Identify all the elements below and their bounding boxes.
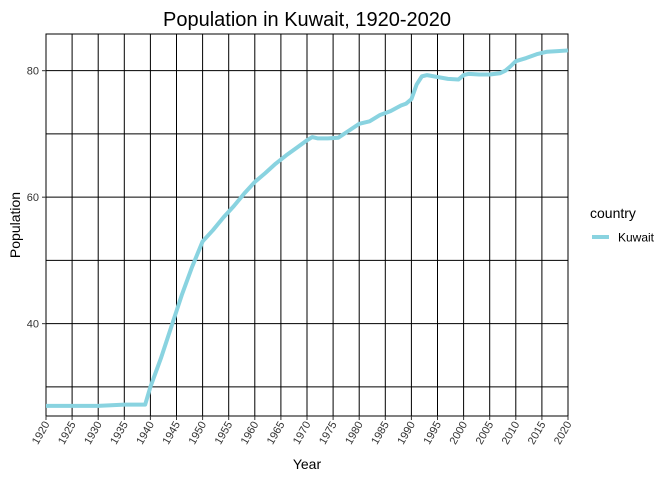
x-tick-label-1950: 1950 bbox=[187, 420, 210, 447]
x-tick-label-1955: 1955 bbox=[213, 420, 236, 447]
legend-label-kuwait: Kuwait bbox=[618, 231, 655, 245]
x-axis-title: Year bbox=[293, 456, 322, 472]
x-tick-label-2010: 2010 bbox=[500, 420, 523, 447]
series-layer bbox=[45, 48, 569, 408]
y-tick-label-40: 40 bbox=[27, 319, 39, 331]
x-tick-label-1930: 1930 bbox=[82, 420, 105, 447]
x-tick-label-1945: 1945 bbox=[160, 420, 183, 447]
series-line-kuwait bbox=[46, 48, 569, 408]
y-tick-label-60: 60 bbox=[27, 192, 39, 204]
legend-title: country bbox=[590, 205, 636, 221]
chart-title: Population in Kuwait, 1920-2020 bbox=[163, 9, 451, 31]
legend: country Kuwait bbox=[590, 205, 655, 245]
x-tick-label-2020: 2020 bbox=[552, 420, 575, 447]
x-tick-label-1965: 1965 bbox=[265, 420, 288, 447]
plot-panel bbox=[45, 33, 569, 417]
y-axis-title: Population bbox=[7, 192, 23, 258]
x-tick-label-2000: 2000 bbox=[448, 420, 471, 447]
x-tick-label-1935: 1935 bbox=[108, 420, 131, 447]
x-tick-label-1920: 1920 bbox=[30, 420, 53, 447]
x-tick-label-1995: 1995 bbox=[421, 420, 444, 447]
x-tick-label-1970: 1970 bbox=[291, 420, 314, 447]
x-tick-label-1925: 1925 bbox=[56, 420, 79, 447]
x-tick-label-1960: 1960 bbox=[239, 420, 262, 447]
x-tick-label-1990: 1990 bbox=[395, 420, 418, 447]
x-tick-label-1940: 1940 bbox=[134, 420, 157, 447]
x-tick-label-2005: 2005 bbox=[474, 420, 497, 447]
x-tick-label-1985: 1985 bbox=[369, 420, 392, 447]
y-tick-label-80: 80 bbox=[27, 66, 39, 78]
x-tick-label-1975: 1975 bbox=[317, 420, 340, 447]
x-tick-label-1980: 1980 bbox=[343, 420, 366, 447]
x-tick-label-2015: 2015 bbox=[526, 420, 549, 447]
